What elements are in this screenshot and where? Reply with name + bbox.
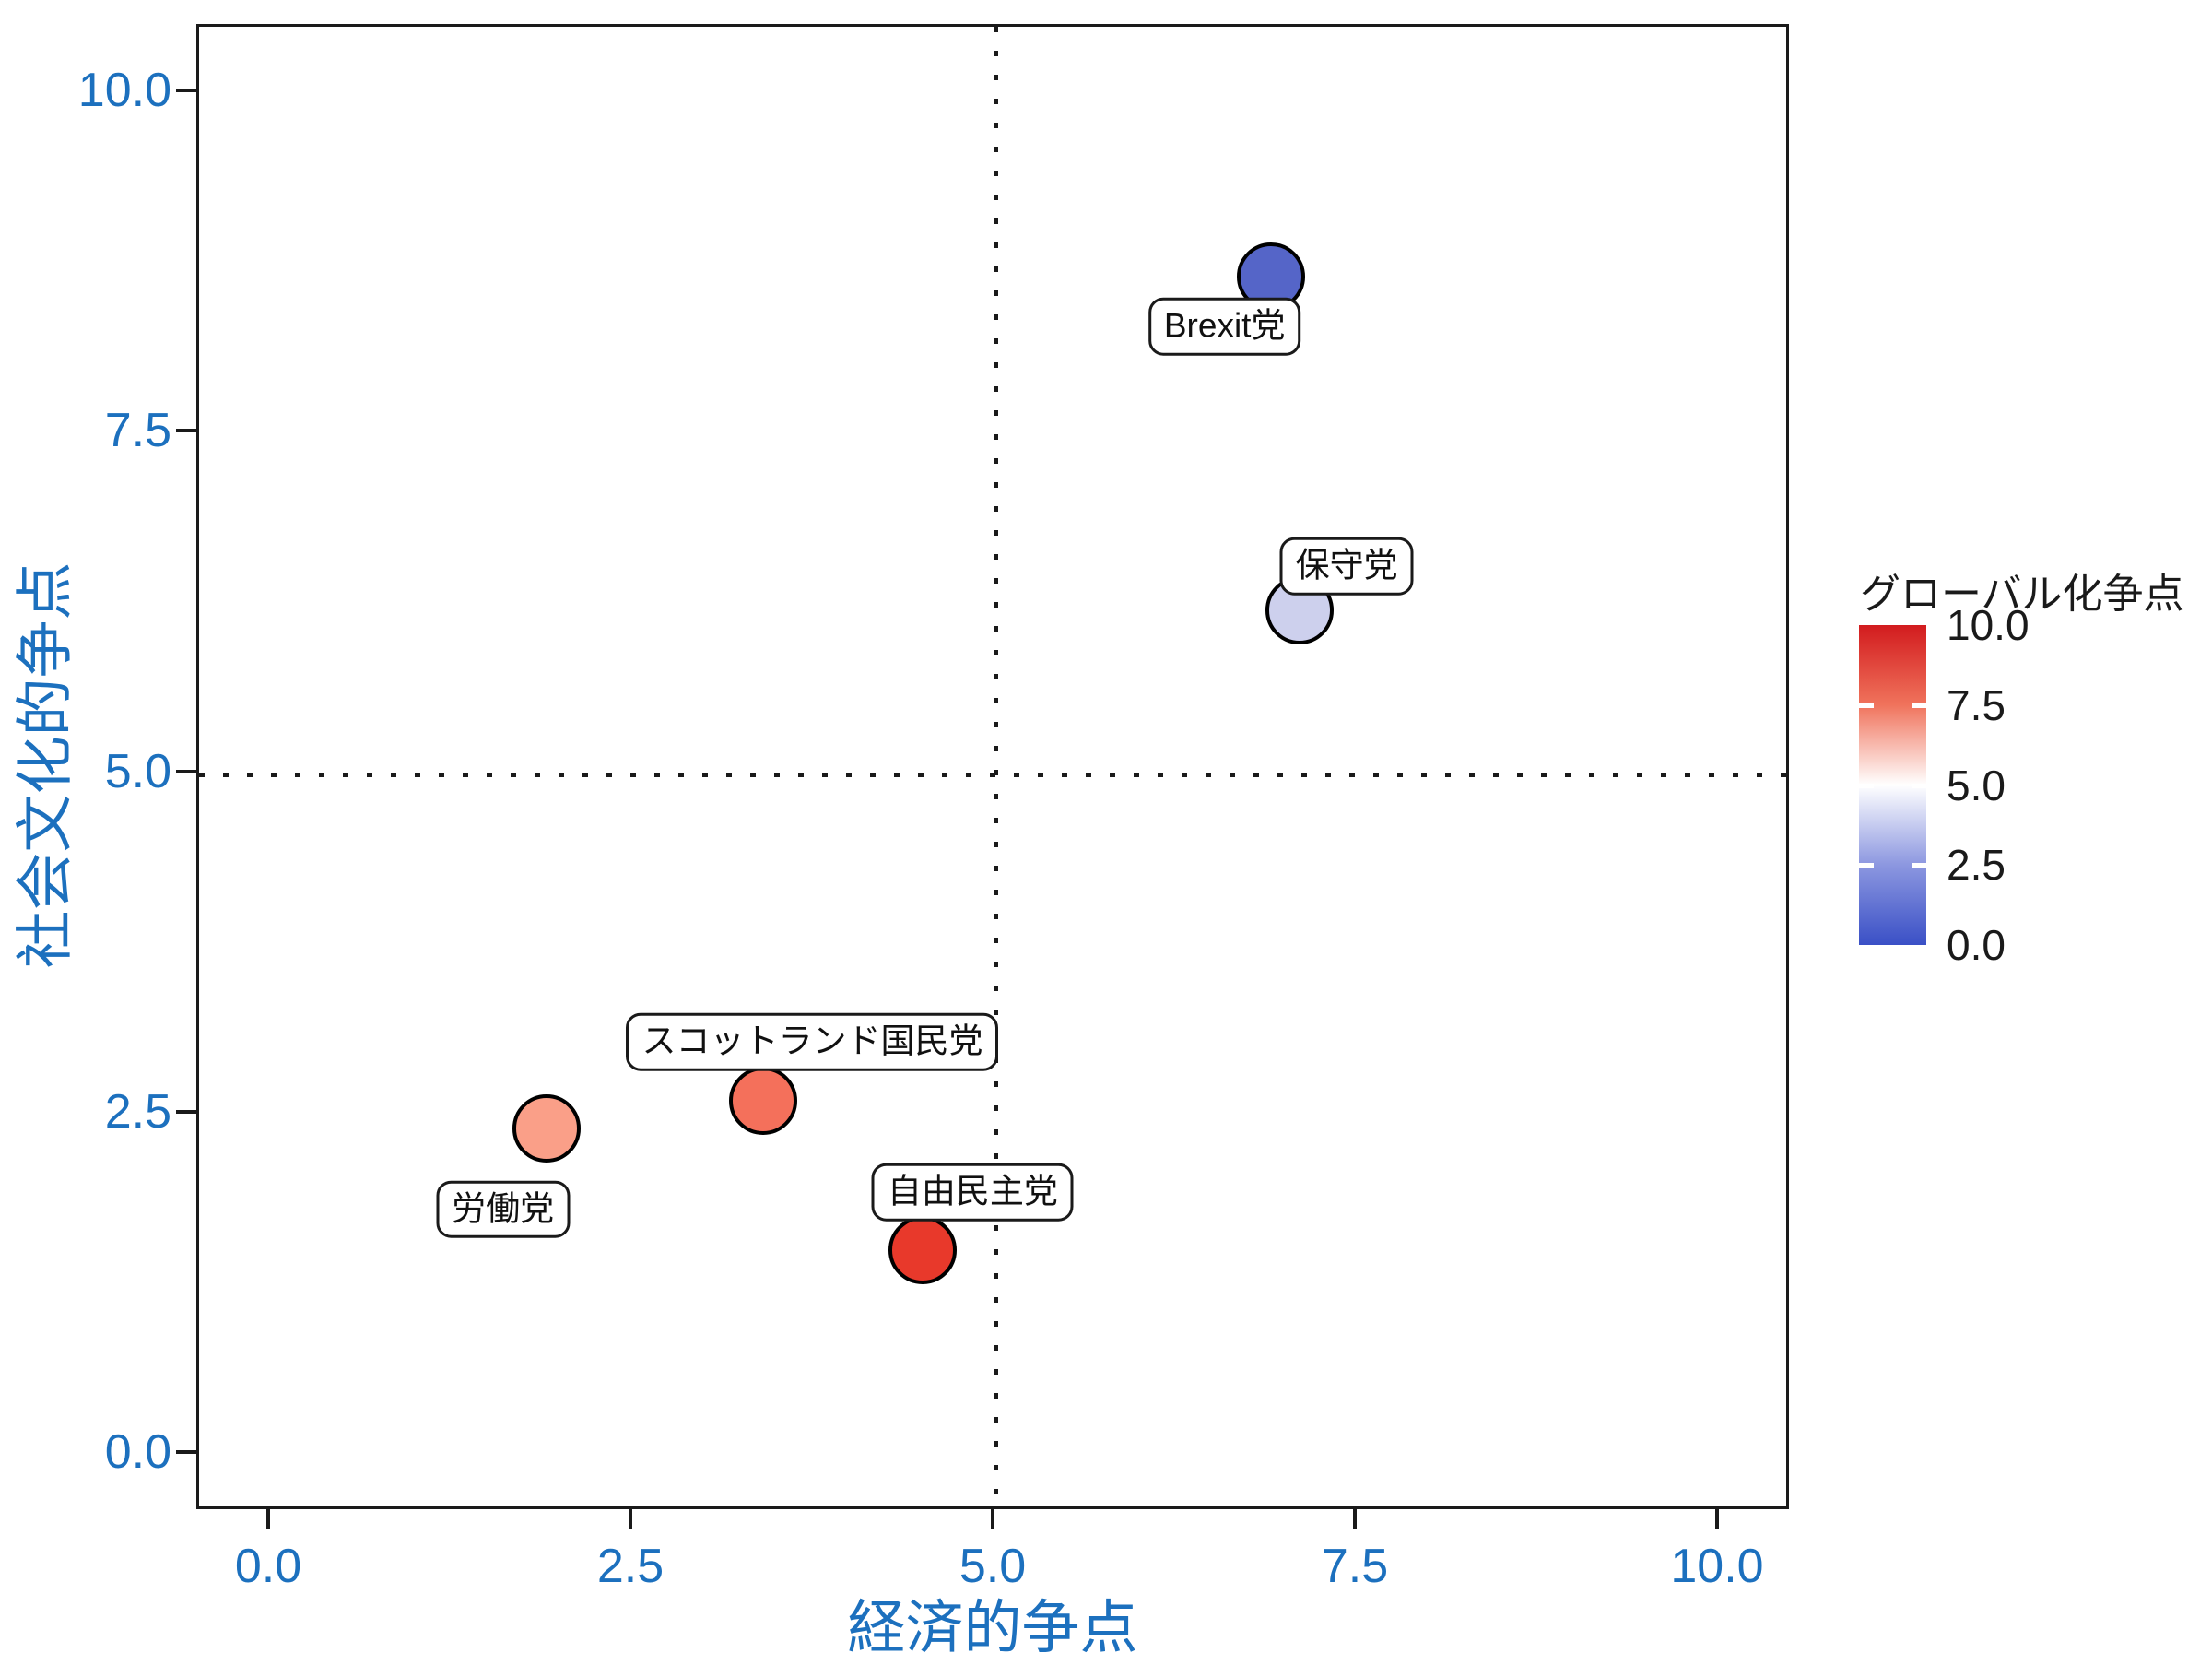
y-tick-mark [176, 769, 196, 773]
data-point [729, 1066, 798, 1135]
legend-tick-label: 5.0 [1947, 761, 2006, 809]
y-tick-mark [176, 89, 196, 92]
legend-tick-mark [1859, 863, 1874, 868]
legend-tick-mark [1859, 703, 1874, 708]
legend-tick-label: 2.5 [1947, 841, 2006, 890]
data-point-label: 保守党 [1279, 537, 1414, 596]
x-tick-label: 5.0 [959, 1540, 1027, 1593]
reference-line-horizontal [199, 772, 1786, 777]
data-point-label: スコットランド国民党 [626, 1012, 999, 1071]
data-point-label: Brexit党 [1147, 298, 1301, 356]
x-tick-label: 0.0 [234, 1540, 302, 1593]
legend-tick-mark [1912, 863, 1926, 868]
x-tick-mark [266, 1509, 270, 1529]
legend-tick-label: 10.0 [1947, 601, 2030, 649]
data-point-label: 労働党 [436, 1180, 571, 1238]
y-tick-mark [176, 1109, 196, 1114]
x-tick-label: 10.0 [1670, 1540, 1764, 1593]
data-point [512, 1093, 581, 1163]
legend-title: グローバル化争点 [1860, 572, 2184, 617]
x-tick-mark [1353, 1509, 1357, 1529]
x-tick-mark [991, 1509, 994, 1529]
x-tick-mark [1715, 1509, 1719, 1529]
x-tick-label: 2.5 [596, 1540, 665, 1593]
legend-tick-mark [1912, 783, 1926, 788]
y-tick-label: 2.5 [104, 1084, 171, 1139]
plot-panel: Brexit党保守党スコットランド国民党労働党 自由民主党 [196, 24, 1789, 1509]
y-tick-label: 7.5 [104, 404, 171, 458]
legend-tick-mark [1859, 783, 1874, 788]
y-tick-label: 0.0 [104, 1425, 171, 1479]
y-tick-label: 5.0 [104, 744, 171, 798]
y-tick-mark [176, 1450, 196, 1454]
x-tick-mark [629, 1509, 632, 1529]
legend-tick-label: 0.0 [1947, 921, 2006, 969]
x-tick-label: 7.5 [1321, 1540, 1389, 1593]
data-point [888, 1216, 958, 1285]
legend-tick-mark [1912, 703, 1926, 708]
reference-line-vertical [994, 27, 998, 1506]
y-tick-label: 10.0 [77, 64, 171, 117]
x-axis-title: 経済的争点 [847, 1596, 1138, 1660]
y-tick-mark [176, 429, 196, 433]
data-point-label: 自由民主党 [871, 1163, 1074, 1222]
legend-tick-label: 7.5 [1947, 680, 2006, 729]
